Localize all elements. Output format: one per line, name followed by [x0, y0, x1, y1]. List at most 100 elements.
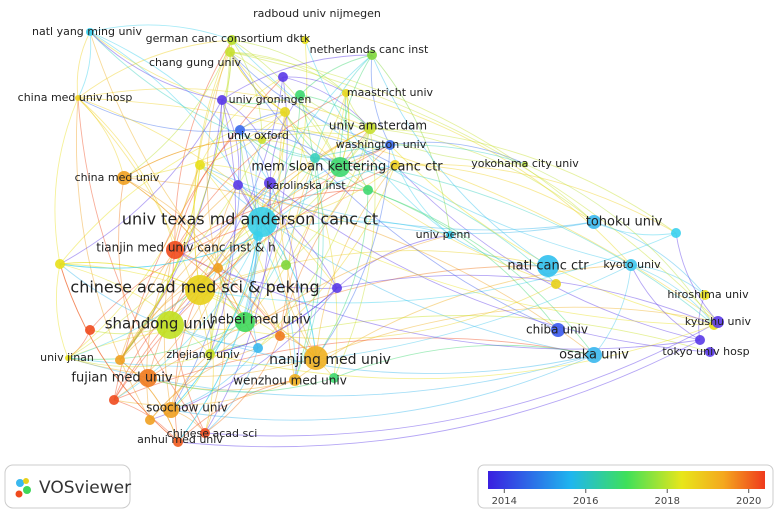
- edge: [89, 31, 223, 101]
- edge: [199, 164, 715, 326]
- edge: [231, 39, 632, 266]
- edge: [314, 144, 526, 165]
- node: [289, 374, 301, 386]
- edge: [119, 359, 179, 443]
- color-scale: [488, 471, 765, 489]
- edge: [279, 283, 557, 340]
- edge: [76, 97, 151, 421]
- edge: [174, 289, 201, 443]
- node: [117, 171, 131, 185]
- edge: [299, 54, 373, 96]
- node: [301, 36, 309, 44]
- node-label: anhui med univ: [137, 433, 223, 446]
- node: [156, 311, 184, 339]
- node-label: univ texas md anderson canc ct: [122, 210, 378, 229]
- edge: [333, 127, 376, 379]
- brand-name: VOSviewer: [39, 478, 131, 498]
- edge: [59, 262, 201, 291]
- edge: [304, 39, 451, 236]
- edge: [89, 31, 316, 159]
- node: [700, 290, 710, 300]
- legend-tick-label: 2020: [736, 496, 761, 507]
- edge: [149, 347, 259, 421]
- node: [109, 395, 119, 405]
- node: [332, 283, 342, 293]
- edge: [169, 324, 595, 375]
- node: [173, 437, 183, 447]
- edge: [113, 379, 296, 406]
- node: [213, 263, 223, 273]
- node: [695, 335, 705, 345]
- edge: [314, 157, 715, 326]
- node: [310, 153, 320, 163]
- node-label: mem sloan kettering canc ctr: [251, 160, 443, 175]
- logo-dot: [16, 479, 24, 487]
- edge: [269, 182, 301, 381]
- edge: [593, 264, 632, 356]
- edge: [204, 321, 719, 437]
- edge: [123, 177, 246, 323]
- edge: [371, 54, 451, 236]
- edge: [217, 127, 371, 269]
- edge: [170, 235, 259, 411]
- edge: [54, 97, 79, 265]
- edge: [269, 182, 317, 359]
- edge: [239, 111, 286, 131]
- edge: [77, 97, 211, 355]
- edge: [174, 39, 233, 251]
- node: [671, 228, 681, 238]
- node: [446, 231, 454, 239]
- edge: [369, 127, 677, 234]
- node: [304, 346, 328, 370]
- edge: [59, 263, 179, 443]
- edge: [294, 157, 324, 381]
- node-label: radboud univ nijmegen: [253, 7, 381, 20]
- node-label: netherlands canc inst: [310, 43, 429, 56]
- edge: [77, 97, 241, 132]
- node: [227, 35, 237, 45]
- edge: [177, 339, 701, 448]
- edge: [217, 127, 371, 269]
- edge: [339, 54, 373, 168]
- edge: [261, 94, 301, 223]
- node-label: chang gung univ: [149, 56, 242, 69]
- edge: [593, 221, 677, 236]
- brand-frame: [4, 464, 131, 509]
- node: [145, 415, 155, 425]
- edge: [217, 184, 239, 269]
- edge: [389, 141, 526, 165]
- node-label: univ jinan: [40, 351, 94, 364]
- edge: [229, 51, 341, 168]
- edge: [282, 76, 371, 129]
- edge: [89, 24, 233, 41]
- edge: [209, 111, 286, 355]
- edge: [279, 144, 391, 337]
- edge: [593, 221, 706, 296]
- edge: [204, 335, 281, 434]
- edge: [123, 139, 263, 179]
- edge: [237, 184, 595, 234]
- edge: [146, 249, 176, 421]
- edge: [119, 184, 239, 361]
- edge: [229, 51, 391, 146]
- edge: [199, 289, 214, 434]
- edge: [199, 164, 271, 184]
- node-label: univ groningen: [229, 93, 312, 106]
- edge: [171, 249, 206, 434]
- edge: [119, 51, 231, 361]
- edge: [299, 94, 371, 129]
- node: [278, 72, 288, 82]
- edge: [123, 111, 286, 179]
- edge: [371, 54, 549, 267]
- node: [235, 312, 255, 332]
- node: [586, 347, 602, 363]
- nodes: [55, 28, 724, 447]
- node: [385, 140, 395, 150]
- edge: [123, 139, 263, 179]
- edge: [177, 221, 263, 443]
- edge: [345, 92, 369, 191]
- edge: [389, 144, 451, 236]
- edge: [336, 274, 715, 326]
- node: [139, 369, 157, 387]
- node-label: tohoku univ: [586, 215, 663, 230]
